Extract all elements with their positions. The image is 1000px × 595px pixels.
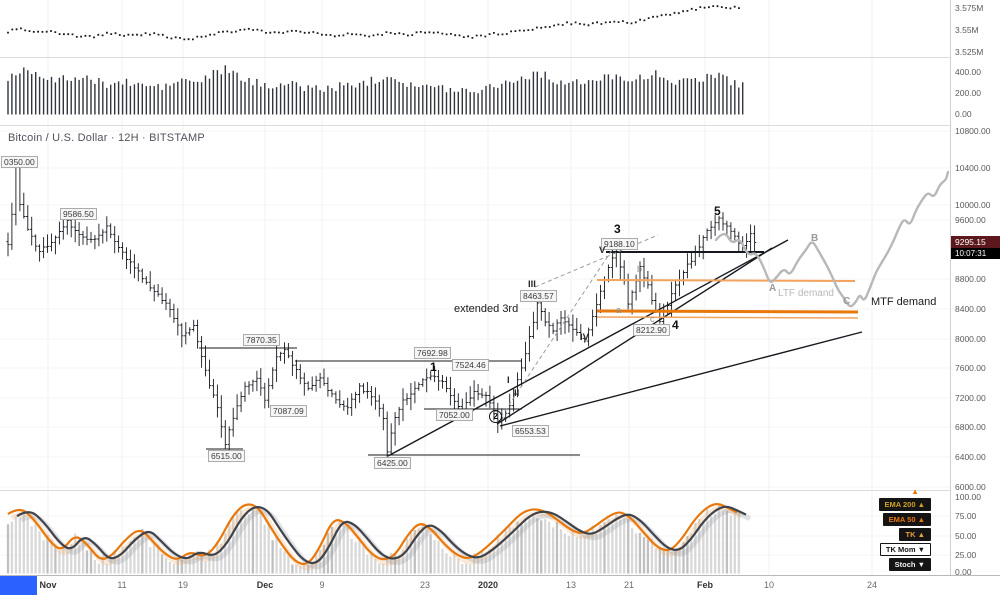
- price-projection-path[interactable]: [714, 170, 950, 308]
- last-price-badge: 9295.15: [951, 236, 1000, 248]
- time-tick: 23: [419, 580, 431, 590]
- trend-line[interactable]: [387, 239, 789, 457]
- tk-mom-button[interactable]: TK Mom ▼: [879, 543, 931, 556]
- volume-series: [7, 65, 744, 115]
- time-tick: Feb: [696, 580, 714, 590]
- price-scale-label: 7600.00: [955, 363, 986, 373]
- time-tick: 13: [565, 580, 577, 590]
- demand-zone-line[interactable]: [596, 279, 856, 282]
- symbol-title[interactable]: Bitcoin / U.S. Dollar · 12H · BITSTAMP: [8, 132, 205, 144]
- price-scale-label: 6400.00: [955, 452, 986, 462]
- trend-line[interactable]: [499, 331, 863, 427]
- time-tick: 9: [319, 580, 325, 590]
- tk-orange-ribbon: [10, 505, 743, 571]
- price-scale-label: 10400.00: [955, 163, 991, 173]
- time-axis[interactable]: Nov 11 19 Dec 9 23 2020 13 21 Feb 10 24: [0, 575, 1000, 595]
- price-scale-label: 0.00: [955, 567, 972, 577]
- time-tick: 10: [763, 580, 775, 590]
- time-tick: 2020: [477, 580, 499, 590]
- time-tick: Nov: [39, 580, 57, 590]
- oscillator-histogram: [10, 503, 740, 574]
- price-scale-label: 0.00: [955, 109, 972, 119]
- ema-50-button[interactable]: EMA 50 ▲: [882, 513, 931, 526]
- price-bars-series: [6, 155, 757, 464]
- price-scale[interactable]: 9295.15 10:07:31 10800.00 10400.00 10000.0…: [950, 0, 1000, 577]
- tk-black-line: [16, 505, 747, 565]
- price-scale-label: 6000.00: [955, 482, 986, 492]
- price-scale-label: 3.575M: [955, 3, 984, 13]
- time-tick: 11: [117, 580, 127, 590]
- panel-separator[interactable]: [0, 125, 1000, 126]
- stoch-button[interactable]: Stoch ▼: [888, 558, 931, 571]
- price-scale-label: 3.55M: [955, 25, 979, 35]
- dashed-channel-line[interactable]: [496, 249, 613, 424]
- demand-zone-line[interactable]: [596, 316, 859, 319]
- time-tick: 24: [866, 580, 878, 590]
- time-tick: 19: [177, 580, 189, 590]
- price-scale-label: 25.00: [955, 550, 977, 560]
- price-scale-label: 10800.00: [955, 126, 991, 136]
- chart-canvas[interactable]: [0, 0, 950, 575]
- oscillator-histogram-dark: [6, 507, 729, 574]
- tk-orange-line: [7, 503, 738, 566]
- dotted-series: [7, 5, 740, 41]
- time-tick: Dec: [256, 580, 274, 590]
- price-scale-label: 6800.00: [955, 422, 986, 432]
- ema-200-button[interactable]: EMA 200 ▲: [878, 498, 931, 511]
- panel-separator[interactable]: [0, 57, 1000, 58]
- panel-separator[interactable]: [0, 490, 1000, 491]
- tk-button[interactable]: TK ▲: [899, 528, 931, 541]
- session-highlight: [0, 576, 37, 595]
- price-scale-label: 7200.00: [955, 393, 986, 403]
- dashed-channel-line[interactable]: [534, 234, 659, 288]
- trend-line[interactable]: [496, 247, 773, 425]
- price-scale-label: 8400.00: [955, 304, 986, 314]
- indicator-legend-stack: ▲ EMA 200 ▲ EMA 50 ▲ TK ▲ TK Mom ▼ Stoch ▼: [878, 487, 931, 571]
- price-scale-label: 9600.00: [955, 215, 986, 225]
- price-scale-label: 8000.00: [955, 334, 986, 344]
- price-scale-label: 75.00: [955, 511, 977, 521]
- price-scale-label: 100.00: [955, 492, 981, 502]
- price-scale-label: 10000.00: [955, 200, 991, 210]
- time-tick: 21: [623, 580, 635, 590]
- price-scale-label: 3.525M: [955, 47, 984, 57]
- bar-countdown-badge: 10:07:31: [951, 248, 1000, 259]
- price-scale-label: 50.00: [955, 531, 977, 541]
- demand-zone-line[interactable]: [596, 309, 859, 314]
- price-scale-label: 400.00: [955, 67, 981, 77]
- price-scale-label: 200.00: [955, 88, 981, 98]
- price-scale-label: 8800.00: [955, 274, 986, 284]
- collapse-triangle-icon[interactable]: ▲: [911, 487, 919, 496]
- tk-gray-ribbon: [19, 508, 752, 570]
